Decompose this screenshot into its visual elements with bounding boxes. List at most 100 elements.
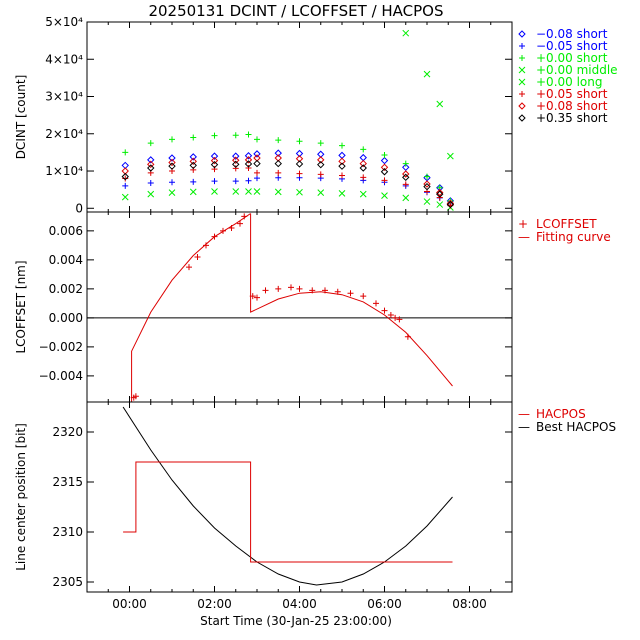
legend-label: +0.00 middle — [536, 63, 618, 77]
lcoffset-legend: + LCOFFSET — Fitting curve — [518, 217, 611, 244]
dcint-point — [232, 132, 239, 139]
lcoffset-panel: −0.004 −0.002 0.000 0.002 0.004 0.006 LCOFFSE… — [14, 211, 611, 403]
dcint-point — [147, 164, 155, 172]
dcint-point — [359, 164, 367, 172]
dcint-point — [380, 163, 389, 172]
dcint-point — [168, 189, 176, 196]
y-tick-label: 2×10⁴ — [45, 127, 83, 141]
lcoffset-point — [392, 314, 399, 321]
legend-marker — [519, 91, 525, 97]
lcoffset-point — [381, 307, 388, 314]
fitting-curve — [250, 213, 453, 387]
dcint-point — [317, 156, 325, 164]
legend-symbol: — — [518, 407, 530, 421]
legend-marker — [519, 43, 525, 49]
dcint-point — [423, 70, 431, 78]
hacpos-frame — [86, 401, 513, 593]
dcint-point — [295, 149, 304, 158]
legend-symbol: — — [518, 230, 530, 244]
dcint-point — [190, 134, 197, 141]
y-tick-label: 2305 — [52, 575, 83, 589]
dcint-point — [211, 178, 218, 185]
dcint-point — [168, 162, 176, 170]
dcint-point — [147, 140, 154, 147]
dcint-point — [402, 194, 410, 202]
dcint-point — [339, 172, 345, 179]
dcint-point — [121, 193, 129, 201]
dcint-point — [210, 156, 219, 165]
dcint-point — [189, 153, 197, 161]
dcint-point — [275, 137, 282, 144]
dcint-point — [254, 136, 260, 143]
y-tick-label: 0.000 — [49, 311, 83, 325]
legend-marker — [519, 55, 525, 61]
dcint-point — [381, 152, 388, 158]
legend-label: +0.08 short — [536, 99, 608, 113]
dcint-point — [436, 201, 444, 208]
dcint-point — [359, 190, 367, 198]
chart-title: 20250131 DCINT / LCOFFSET / HACPOS — [148, 2, 443, 20]
fitting-curve — [123, 213, 251, 403]
lcoffset-point — [396, 316, 403, 323]
dcint-point — [253, 188, 261, 195]
dcint-point — [169, 136, 175, 143]
y-tick-label: 3×10⁴ — [45, 90, 83, 104]
dcint-point — [402, 29, 410, 37]
dcint-point — [211, 188, 218, 195]
legend-label: HACPOS — [536, 407, 586, 421]
lcoffset-point — [334, 288, 341, 295]
hacpos-line — [123, 461, 453, 563]
hacpos-tick-group: 2305 2310 2315 2320 — [52, 425, 512, 589]
lcoffset-marks — [87, 213, 512, 403]
legend-marker — [518, 114, 526, 122]
dcint-point — [275, 169, 282, 176]
dcint-point — [402, 173, 410, 182]
x-tick-label: 08:00 — [452, 597, 487, 611]
dcint-markers — [121, 29, 455, 211]
dcint-point — [317, 171, 324, 178]
dcint-point — [189, 161, 197, 170]
dcint-point — [317, 160, 325, 169]
dcint-point — [380, 168, 389, 176]
dcint-point — [380, 156, 389, 165]
y-tick-label: −0.002 — [39, 340, 83, 354]
dcint-point — [338, 157, 346, 166]
legend-label: Best HACPOS — [536, 420, 616, 434]
legend-marker — [518, 78, 526, 86]
dcint-point — [210, 160, 219, 169]
y-tick-label: 0.004 — [49, 253, 83, 267]
dcint-point — [360, 174, 367, 181]
dcint-point — [274, 159, 282, 168]
lcoffset-point — [186, 264, 192, 271]
legend-label: +0.05 short — [536, 87, 608, 101]
dcint-point — [245, 188, 252, 195]
dcint-point — [423, 182, 431, 191]
dcint-point — [211, 132, 218, 139]
dcint-point — [147, 156, 155, 164]
hacpos-legend: — HACPOS — Best HACPOS — [518, 407, 616, 434]
dcint-point — [447, 152, 454, 160]
lcoffset-point — [360, 293, 367, 300]
hacpos-marks — [122, 406, 453, 586]
legend-label: −0.05 short — [536, 39, 608, 53]
dcint-point — [254, 175, 260, 182]
lcoffset-point — [249, 293, 256, 300]
lcoffset-point — [241, 213, 248, 220]
dcint-point — [295, 155, 304, 163]
dcint-point — [446, 200, 455, 209]
dcint-point — [232, 178, 239, 185]
y-tick-label: 2310 — [52, 525, 83, 539]
lcoffset-point — [322, 287, 328, 294]
lcoffset-point — [132, 393, 139, 400]
lcoffset-point — [288, 284, 294, 291]
dcint-tick-group: 0 1×10⁴ 2×10⁴ 3×10⁴ 4×10⁴ 5×10⁴ — [45, 15, 512, 215]
y-tick-label: 4×10⁴ — [45, 52, 83, 66]
y-tick-label: 1×10⁴ — [45, 164, 83, 178]
lcoffset-point — [237, 220, 243, 227]
legend-label: LCOFFSET — [536, 217, 597, 231]
dcint-point — [381, 177, 388, 184]
lcoffset-point — [309, 287, 316, 294]
dcint-point — [245, 177, 252, 184]
y-tick-label: 0.002 — [49, 282, 83, 296]
